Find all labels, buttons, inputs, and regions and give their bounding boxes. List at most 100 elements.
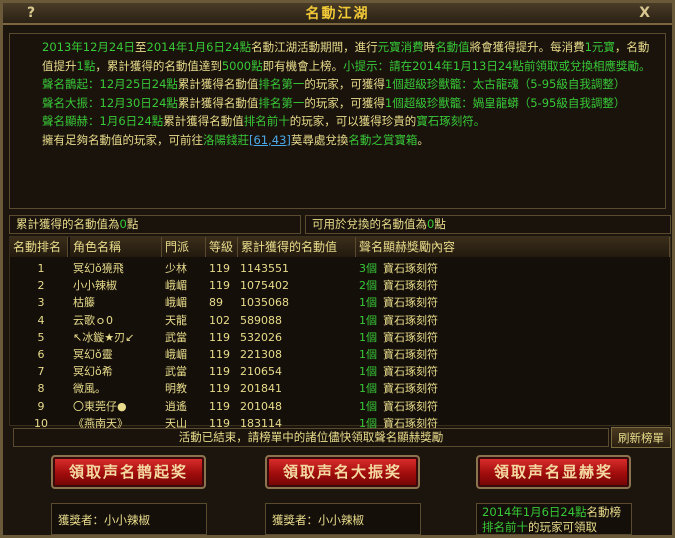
cell-reward-count: 1個 bbox=[359, 399, 377, 413]
text-segment: ，累計獲得的名動值達到 bbox=[95, 58, 222, 73]
cell-sect: 武當 bbox=[165, 330, 187, 344]
text-segment: 2014年1月6日24點 bbox=[482, 505, 587, 519]
cell-reward-count: 2個 bbox=[359, 279, 377, 293]
close-button[interactable]: X bbox=[639, 5, 650, 21]
total-fame-summary: 累計獲得的名動值為0點 bbox=[9, 215, 301, 234]
cell-rank: 10 bbox=[34, 416, 48, 430]
text-segment: 1點 bbox=[76, 58, 96, 73]
table-row[interactable]: 1 冥幻ǒ獍飛 少林 119 1143551 3個 寶石琢刻符 bbox=[10, 260, 670, 277]
table-row[interactable]: 5 ↖冰鏇★刃↙ 武當 119 532026 1個 寶石琢刻符 bbox=[10, 329, 670, 346]
text-segment: 名動江湖活動期間，進行 bbox=[251, 40, 378, 54]
table-row[interactable]: 8 微風。 明教 119 201841 1個 寶石琢刻符 bbox=[10, 380, 670, 397]
renown-award-note: 2014年1月6日24點名動榜 排名前十的玩家可領取 bbox=[476, 503, 632, 535]
text-segment: 。 bbox=[417, 132, 429, 147]
event-description: 2013年12月24日至2014年1月6日24點名動江湖活動期間，進行元寶消費時… bbox=[9, 33, 666, 209]
cell-level: 119 bbox=[209, 416, 230, 430]
text-segment: 小提示：請在2014年1月13日24點前領取或兌換相應獎勵。 bbox=[343, 58, 651, 73]
text-segment: 點 bbox=[434, 217, 446, 231]
column-header: 累計獲得的名動值 bbox=[238, 237, 356, 257]
column-header: 等級 bbox=[206, 237, 238, 257]
cell-level: 119 bbox=[209, 279, 230, 293]
text-segment: 1個超級珍獸籠：媧皇龍蟒（5-95級自我調整） bbox=[384, 95, 626, 110]
cell-reward: 寶石琢刻符 bbox=[383, 365, 438, 379]
table-row[interactable]: 6 冥幻ǒ靈 峨嵋 119 221308 1個 寶石琢刻符 bbox=[10, 346, 670, 363]
table-row[interactable]: 3 枯籐 峨嵋 89 1035068 1個 寶石琢刻符 bbox=[10, 294, 670, 311]
cell-rank: 4 bbox=[37, 313, 45, 327]
cell-name: 小小辣椒 bbox=[73, 279, 117, 293]
column-header: 門派 bbox=[162, 237, 206, 257]
cell-reward: 寶石琢刻符 bbox=[383, 348, 438, 361]
claim-rise-award-button[interactable]: 領取声名鹊起奖 bbox=[51, 455, 206, 489]
text-segment: 元寶消費 bbox=[377, 40, 424, 54]
cell-value: 1143551 bbox=[240, 262, 289, 275]
cell-name: 〇東莞仔● bbox=[73, 399, 127, 413]
cell-name: 云歌ｏ0 bbox=[73, 313, 113, 327]
cell-value: 221308 bbox=[240, 348, 282, 361]
text-segment: 的玩家，可以獲得珍貴的 bbox=[289, 114, 417, 128]
column-header: 聲名顯赫獎勵內容 bbox=[356, 237, 670, 257]
text-segment: 5000點 bbox=[221, 58, 263, 73]
cell-rank: 1 bbox=[37, 262, 45, 275]
cell-reward: 寶石琢刻符 bbox=[383, 330, 438, 344]
cell-name: 枯籐 bbox=[73, 296, 95, 310]
cell-sect: 天龍 bbox=[165, 313, 187, 327]
text-segment: 2013年12月24日 bbox=[42, 40, 136, 54]
cell-value: 210654 bbox=[240, 365, 282, 379]
note-line: 排名前十的玩家可領取 bbox=[482, 520, 626, 535]
cell-reward-count: 3個 bbox=[359, 262, 377, 275]
table-row[interactable]: 4 云歌ｏ0 天龍 102 589088 1個 寶石琢刻符 bbox=[10, 312, 670, 329]
table-row[interactable]: 2 小小辣椒 峨嵋 119 1075402 2個 寶石琢刻符 bbox=[10, 277, 670, 294]
text-segment: 即有機會上榜。 bbox=[262, 58, 344, 73]
cell-sect: 峨嵋 bbox=[165, 296, 187, 310]
text-segment: 1個超級珍獸籠：太古龍魂（5-95級自我調整） bbox=[384, 77, 626, 91]
table-row[interactable]: 7 冥幻ǒ希 武當 119 210654 1個 寶石琢刻符 bbox=[10, 363, 670, 380]
cell-rank: 7 bbox=[37, 365, 45, 379]
cell-reward-count: 1個 bbox=[359, 416, 377, 430]
table-row[interactable]: 9 〇東莞仔● 逍遙 119 201048 1個 寶石琢刻符 bbox=[10, 398, 670, 415]
text-segment: 聲名顯赫：1月6日24點 bbox=[42, 114, 164, 128]
refresh-ranking-button[interactable]: 刷新榜單 bbox=[611, 427, 671, 448]
text-segment: 的玩家，可獲得 bbox=[304, 95, 385, 110]
cell-value: 183114 bbox=[240, 416, 282, 430]
cell-value: 1075402 bbox=[240, 279, 289, 293]
text-segment: 擁有足夠名動值的玩家，可前往 bbox=[42, 132, 203, 147]
note-line: 2014年1月6日24點名動榜 bbox=[482, 505, 626, 520]
claim-boost-award-button[interactable]: 領取声名大振奖 bbox=[265, 455, 420, 489]
cell-reward-count: 1個 bbox=[359, 348, 377, 361]
status-message: 活動已結束，請榜單中的諸位儘快領取聲名顯赫獎勵 bbox=[13, 428, 609, 447]
text-segment: 聲名鵲起：12月25日24點 bbox=[42, 77, 178, 91]
cell-reward-count: 1個 bbox=[359, 330, 377, 344]
intro-paragraph: 聲名鵲起：12月25日24點累計獲得名動值排名第一的玩家，可獲得1個超級珍獸籠：… bbox=[18, 75, 657, 94]
cell-level: 119 bbox=[209, 365, 230, 379]
claim-renown-award-button[interactable]: 領取声名显赫奖 bbox=[476, 455, 631, 489]
text-segment: 時 bbox=[423, 40, 436, 54]
cell-sect: 逍遙 bbox=[165, 399, 187, 413]
text-segment: 洛陽錢莊 bbox=[203, 132, 249, 147]
cell-sect: 武當 bbox=[165, 365, 187, 379]
cell-reward: 寶石琢刻符 bbox=[383, 382, 438, 396]
text-segment: 0 bbox=[427, 217, 435, 231]
text-segment: 可用於兌換的名動值為 bbox=[312, 217, 427, 231]
text-segment: 0 bbox=[119, 217, 127, 231]
cell-level: 119 bbox=[209, 382, 230, 396]
winner-box-1: 獲獎者：小小辣椒 bbox=[51, 503, 207, 535]
text-segment: 至 bbox=[135, 40, 147, 54]
cell-sect: 少林 bbox=[165, 262, 187, 275]
column-header: 角色名稱 bbox=[70, 237, 162, 257]
coordinate-link[interactable]: [61,43] bbox=[249, 132, 291, 147]
text-segment: ，名動值提升 bbox=[42, 40, 650, 73]
text-segment: 1元寶 bbox=[584, 40, 615, 54]
cell-value: 201048 bbox=[240, 399, 282, 413]
help-button[interactable]: ? bbox=[27, 5, 36, 21]
text-segment: 累計獲得的名動值為 bbox=[16, 217, 120, 231]
cell-name: 《燕南天》 bbox=[73, 416, 128, 430]
cell-reward: 寶石琢刻符 bbox=[383, 262, 438, 275]
intro-paragraph: 2013年12月24日至2014年1月6日24點名動江湖活動期間，進行元寶消費時… bbox=[18, 38, 657, 75]
column-header: 名動排名 bbox=[10, 237, 68, 257]
text-segment: 名動之賞寶箱 bbox=[348, 132, 418, 147]
cell-value: 532026 bbox=[240, 330, 282, 344]
cell-level: 119 bbox=[209, 330, 230, 344]
exchangeable-fame-summary: 可用於兌換的名動值為0點 bbox=[305, 215, 671, 234]
cell-name: ↖冰鏇★刃↙ bbox=[73, 330, 135, 344]
table-row[interactable]: 10 《燕南天》 天山 119 183114 1個 寶石琢刻符 bbox=[10, 415, 670, 432]
